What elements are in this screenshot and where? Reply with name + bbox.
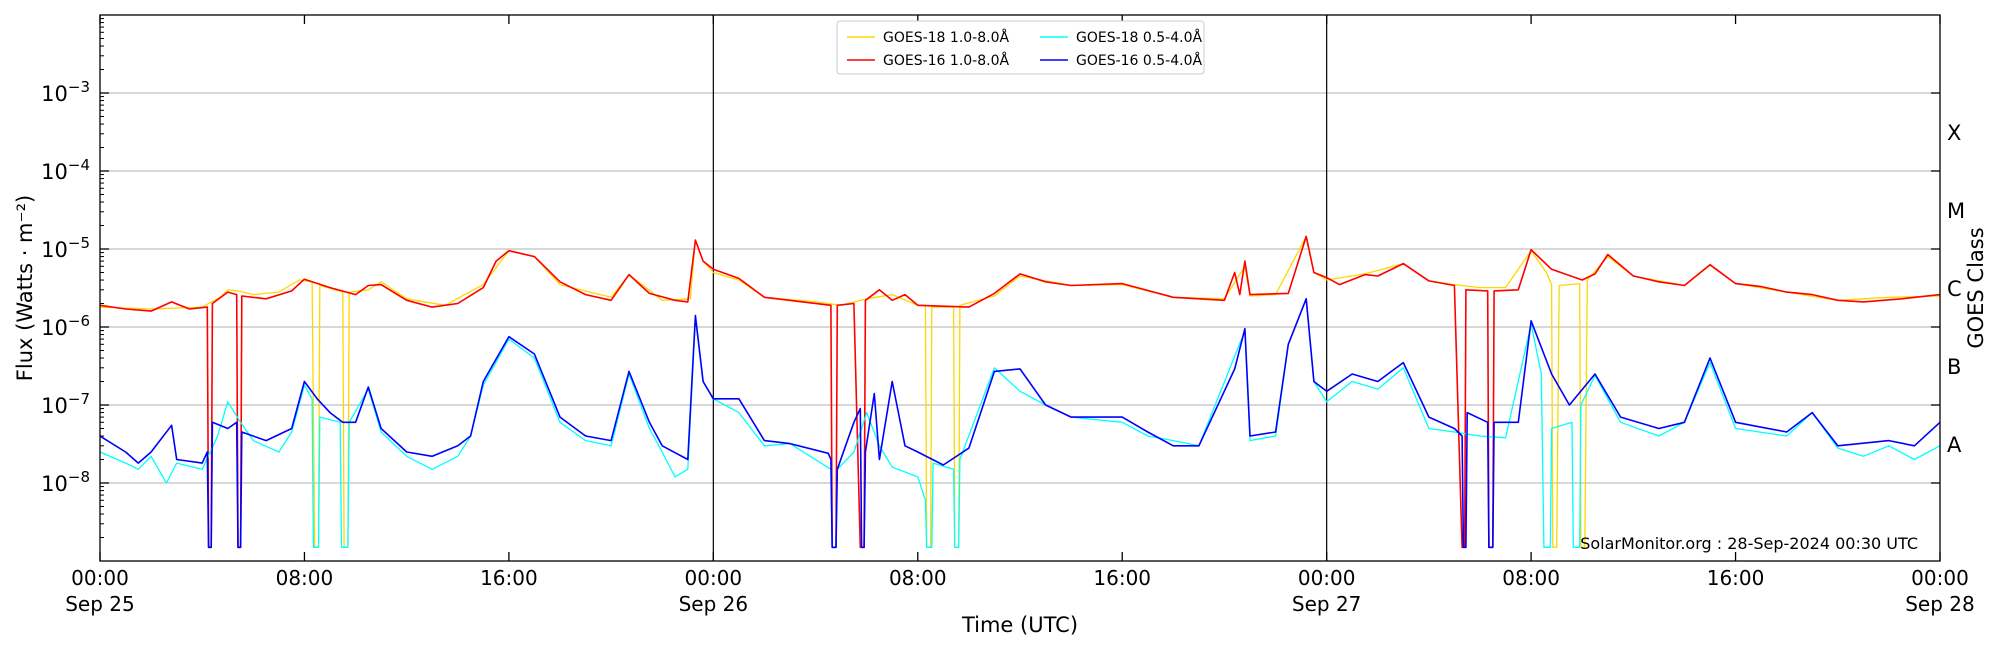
plot-frame — [99, 14, 1941, 562]
legend: GOES-18 1.0-8.0Å GOES-16 1.0-8.0Å GOES-18 … — [836, 20, 1205, 75]
series-line — [100, 298, 1940, 548]
y-tick-label: 10−7 — [41, 390, 90, 418]
x-tick-time-label: 08:00 — [889, 566, 947, 590]
series-line — [100, 235, 1940, 549]
x-tick-time-label: 08:00 — [1502, 566, 1560, 590]
x-tick-date-label: Sep 28 — [1905, 592, 1975, 616]
x-tick-date-label: Sep 25 — [65, 592, 135, 616]
goes-class-axis: A B C M X — [1947, 121, 1965, 457]
x-tick-date-label: Sep 27 — [1292, 592, 1362, 616]
x-tick-time-label: 00:00 — [1298, 566, 1356, 590]
goes-class-label: C — [1947, 277, 1962, 301]
legend-entry: GOES-16 0.5-4.0Å — [1076, 52, 1202, 69]
gridlines — [100, 92, 1940, 484]
x-axis-label: Time (UTC) — [961, 613, 1078, 637]
y-tick-label: 10−5 — [41, 234, 90, 262]
goes-class-label: X — [1947, 121, 1961, 145]
day-boundary-lines — [712, 15, 1328, 561]
x-tick-time-label: 16:00 — [1707, 566, 1765, 590]
y-tick-label: 10−3 — [41, 78, 90, 106]
legend-entry: GOES-18 0.5-4.0Å — [1076, 29, 1202, 46]
goes-class-label: A — [1947, 433, 1962, 457]
watermark: SolarMonitor.org : 28-Sep-2024 00:30 UTC — [1580, 534, 1918, 553]
y2-axis-label: GOES Class — [1964, 227, 1988, 348]
x-tick-time-label: 00:00 — [685, 566, 743, 590]
y-axis-label: Flux (Watts · m⁻²) — [13, 195, 37, 381]
goes-class-label: B — [1947, 355, 1961, 379]
legend-entry: GOES-18 1.0-8.0Å — [883, 29, 1009, 46]
y-tick-label: 10−8 — [41, 468, 90, 496]
legend-box — [836, 20, 1205, 75]
x-tick-time-label: 16:00 — [480, 566, 538, 590]
x-tick-time-label: 08:00 — [276, 566, 334, 590]
x-tick-time-label: 16:00 — [1093, 566, 1151, 590]
goes-class-label: M — [1947, 199, 1965, 223]
y-axis-ticks: 10−8 10−7 10−6 10−5 10−4 10−3 — [41, 18, 1940, 539]
x-tick-date-label: Sep 26 — [679, 592, 749, 616]
legend-entry: GOES-16 1.0-8.0Å — [883, 52, 1009, 69]
x-tick-time-label: 00:00 — [71, 566, 129, 590]
plot-area — [100, 235, 1940, 549]
y-tick-label: 10−4 — [41, 156, 90, 184]
y-tick-label: 10−6 — [41, 312, 90, 340]
series-line — [100, 298, 1940, 549]
x-tick-time-label: 00:00 — [1911, 566, 1969, 590]
